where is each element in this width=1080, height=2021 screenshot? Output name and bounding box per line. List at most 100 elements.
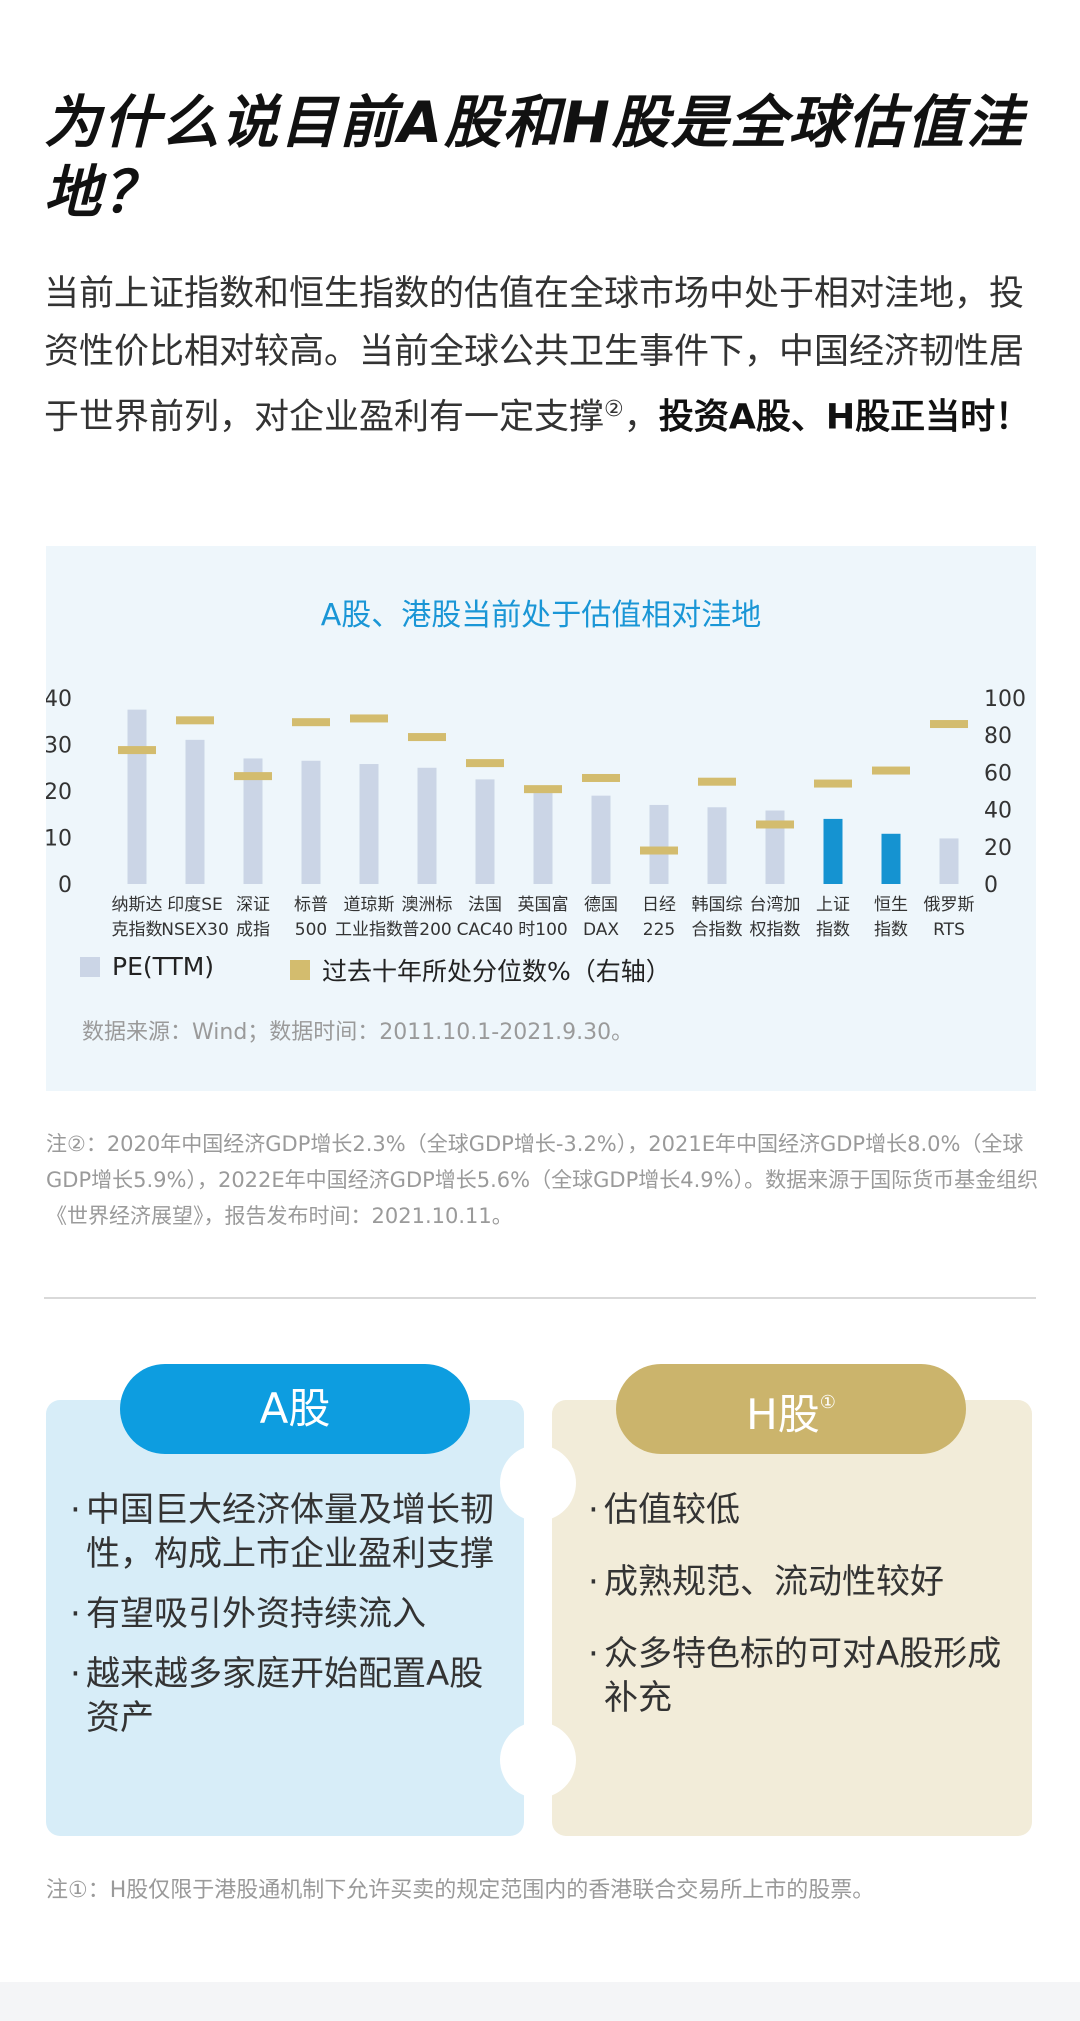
x-tick-label: NSEX30 — [161, 920, 229, 940]
y-left-tick-label: 30 — [46, 734, 72, 759]
legend-swatch-percentile — [290, 960, 310, 980]
x-tick-label: RTS — [933, 920, 965, 940]
x-tick-label: 法国 — [468, 895, 502, 915]
x-tick-label: 台湾加 — [750, 895, 801, 915]
a-share-bullets: 中国巨大经济体量及增长韧性，构成上市企业盈利支撑 有望吸引外资持续流入 越来越多… — [70, 1488, 510, 1756]
legend-item-percentile: 过去十年所处分位数%（右轴） — [290, 952, 671, 988]
percentile-marker — [466, 759, 504, 768]
legend-label-percentile: 过去十年所处分位数%（右轴） — [322, 957, 671, 986]
percentile-marker — [814, 779, 852, 788]
intro-paragraph: 当前上证指数和恒生指数的估值在全球市场中处于相对洼地，投资性价比相对较高。当前全… — [44, 265, 1039, 447]
x-tick-label: 俄罗斯 — [924, 895, 975, 915]
legend-swatch-pe — [80, 956, 100, 977]
x-tick-label: 澳洲标 — [402, 895, 453, 915]
x-tick-label: CAC40 — [457, 920, 514, 940]
intro-emphasis: 投资A股、H股正当时！ — [658, 397, 1031, 438]
pe-bar — [301, 760, 321, 884]
a-share-label: A股 — [120, 1364, 470, 1454]
x-tick-label: 225 — [643, 920, 675, 940]
pe-bar — [823, 818, 843, 884]
x-tick-label: 克指数 — [112, 920, 163, 940]
pe-bar — [591, 795, 611, 884]
x-tick-label: 权指数 — [750, 920, 801, 940]
x-tick-label: 日经 — [642, 895, 676, 915]
percentile-marker — [930, 720, 968, 729]
puzzle-notch-bottom — [500, 1722, 576, 1798]
bullet-item: 越来越多家庭开始配置A股资产 — [70, 1652, 510, 1740]
bottom-band — [0, 1982, 1080, 2021]
pe-bar — [881, 833, 901, 884]
x-tick-label: DAX — [583, 920, 619, 940]
y-right-tick-label: 100 — [984, 687, 1026, 712]
percentile-marker — [234, 772, 272, 781]
x-tick-label: 普200 — [402, 920, 451, 940]
x-tick-label: 德国 — [584, 895, 618, 915]
bullet-item: 中国巨大经济体量及增长韧性，构成上市企业盈利支撑 — [70, 1488, 510, 1576]
x-tick-label: 成指 — [236, 920, 270, 940]
x-tick-label: 恒生 — [874, 895, 908, 915]
y-left-tick-label: 0 — [58, 873, 72, 898]
footnote-1: 注①：H股仅限于港股通机制下允许买卖的规定范围内的香港联合交易所上市的股票。 — [46, 1878, 875, 1903]
legend-item-pe: PE(TTM) — [80, 952, 214, 981]
h-share-card — [552, 1400, 1032, 1836]
x-tick-label: 指数 — [874, 920, 908, 940]
chart-source: 数据来源：Wind；数据时间：2011.10.1-2021.9.30。 — [82, 1020, 634, 1045]
pe-bar — [765, 810, 785, 884]
footnote-ref-1: ① — [819, 1392, 836, 1413]
percentile-marker — [524, 785, 562, 794]
y-right-tick-label: 0 — [984, 873, 998, 898]
puzzle-notch-top — [500, 1445, 576, 1521]
pe-bar — [185, 739, 205, 884]
y-left-tick-label: 10 — [46, 827, 72, 852]
percentile-marker — [408, 733, 446, 742]
percentile-marker — [756, 820, 794, 829]
legend-label-pe: PE(TTM) — [112, 952, 215, 981]
chart-title: A股、港股当前处于估值相对洼地 — [320, 598, 762, 633]
page-title: 为什么说目前A股和H股是全球估值洼地？ — [44, 90, 1025, 226]
chart-panel: A股、港股当前处于估值相对洼地 0 10 20 30 40 0 20 40 60 80 100 纳斯达… — [46, 546, 1036, 1091]
pe-bar — [533, 788, 553, 884]
x-tick-label: 标普 — [294, 895, 328, 915]
bullet-item: 众多特色标的可对A股形成补充 — [588, 1632, 1018, 1720]
pe-bar — [243, 758, 263, 884]
intro-text: 当前上证指数和恒生指数的估值在全球市场中处于相对洼地，投资性价比相对较高。当前全… — [44, 274, 1025, 438]
h-share-label: H股① — [616, 1364, 966, 1454]
pe-bar — [359, 764, 379, 884]
percentile-marker — [640, 846, 678, 855]
y-left-tick-label: 20 — [46, 780, 72, 805]
pe-bar — [417, 767, 437, 884]
y-right-tick-label: 80 — [984, 724, 1012, 749]
percentile-marker — [292, 718, 330, 727]
x-tick-label: 指数 — [816, 920, 850, 940]
percentile-marker — [176, 716, 214, 725]
y-right-tick-label: 60 — [984, 761, 1012, 786]
x-tick-label: 印度SE — [167, 895, 223, 915]
x-tick-label: 上证 — [816, 895, 850, 915]
h-share-label-text: H股 — [746, 1390, 820, 1439]
percentile-marker — [118, 746, 156, 755]
section-divider — [44, 1297, 1036, 1299]
x-tick-label: 深证 — [236, 895, 270, 915]
a-share-label-text: A股 — [259, 1384, 331, 1433]
percentile-marker — [698, 777, 736, 786]
x-tick-label: 道琼斯 — [344, 895, 395, 915]
x-tick-label: 纳斯达 — [112, 895, 163, 915]
percentile-marker — [872, 766, 910, 775]
pe-bar — [707, 807, 727, 884]
bullet-item: 有望吸引外资持续流入 — [70, 1592, 510, 1636]
y-left-tick-label: 40 — [46, 687, 72, 712]
y-right-tick-label: 40 — [984, 799, 1012, 824]
pe-bar — [649, 804, 669, 884]
y-right-tick-label: 20 — [984, 836, 1012, 861]
x-tick-label: 英国富 — [518, 895, 569, 915]
footnote-2: 注②：2020年中国经济GDP增长2.3%（全球GDP增长-3.2%），2021… — [46, 1132, 1039, 1228]
footnote-ref-2: ② — [604, 397, 624, 422]
x-tick-label: 工业指数 — [335, 920, 403, 940]
bullet-item: 估值较低 — [588, 1488, 1018, 1532]
x-tick-label: 时100 — [518, 920, 567, 940]
percentile-marker — [350, 714, 388, 723]
pe-bar — [939, 838, 959, 884]
intro-comma: ， — [623, 397, 659, 438]
pe-bar — [127, 709, 147, 884]
